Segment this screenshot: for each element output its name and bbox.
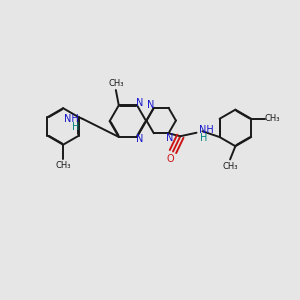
Text: CH₃: CH₃ (265, 114, 280, 123)
Text: CH₃: CH₃ (222, 162, 238, 171)
Text: NH: NH (200, 125, 214, 135)
Text: N: N (136, 98, 144, 108)
Text: CH₃: CH₃ (108, 79, 124, 88)
Text: N: N (136, 134, 144, 144)
Text: N: N (147, 100, 154, 110)
Text: H: H (200, 133, 207, 143)
Text: NH: NH (64, 114, 79, 124)
Text: N: N (166, 133, 174, 143)
Text: H: H (72, 122, 80, 132)
Text: CH₃: CH₃ (56, 161, 71, 170)
Text: O: O (166, 154, 174, 164)
